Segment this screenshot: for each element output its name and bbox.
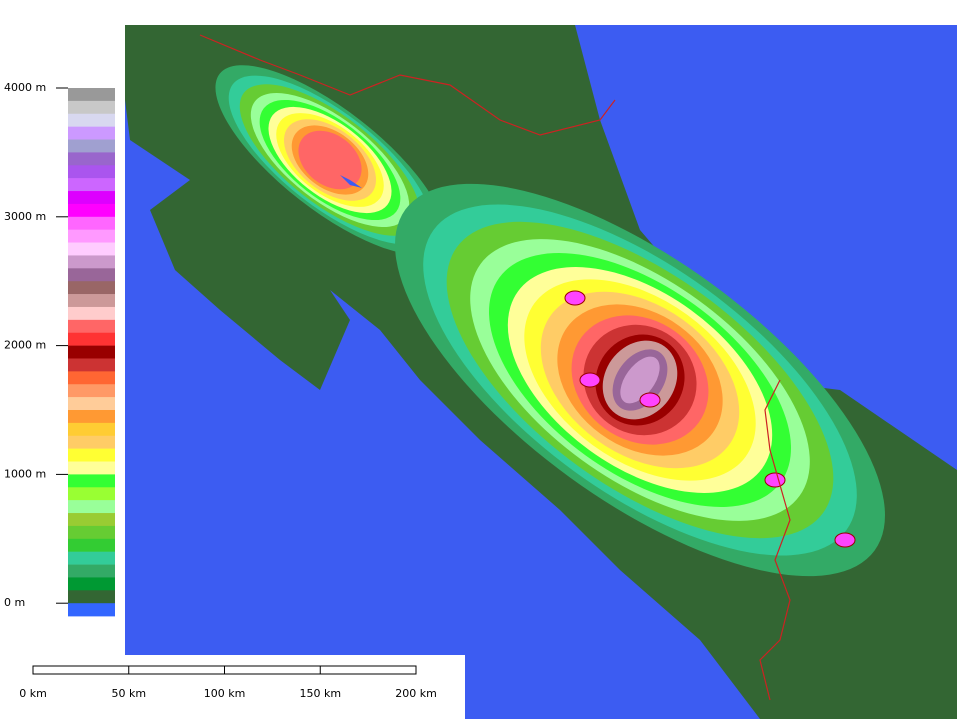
legend-swatch [68,397,115,411]
legend-swatch [68,332,115,346]
scale-label: 150 km [299,687,341,700]
scale-bar: 0 km 50 km 100 km 150 km 200 km [19,665,437,700]
legend-swatch [68,100,115,115]
peak [564,290,586,306]
legend-swatch [68,306,115,321]
lake [340,175,362,188]
border-north [199,34,616,136]
legend-label: 0 m [4,596,25,609]
legend-swatch [68,410,115,424]
legend-label: 1000 m [4,467,46,480]
map [125,25,968,719]
legend-swatch [68,139,115,153]
legend-swatch [68,603,115,617]
peak [764,472,786,488]
legend-swatch [68,165,115,179]
elevation-bands [215,65,885,577]
elevation-band [620,356,660,404]
scale-label: 50 km [111,687,146,700]
legend-swatch [68,191,115,205]
legend-swatch [68,538,115,552]
legend-swatch [68,474,115,488]
legend-swatch [68,461,115,475]
legend-swatch [68,126,115,140]
legend-swatch [68,435,115,449]
legend-swatch [68,216,115,230]
legend-swatch [68,113,115,127]
legend-swatch [68,358,115,372]
legend-swatch [68,564,115,578]
peak [834,532,856,548]
legend: 4000 m 3000 m 2000 m 1000 m 0 m [4,81,115,617]
scale-label: 200 km [395,687,437,700]
legend-swatch [68,551,115,565]
peak [639,392,661,408]
border-south [759,379,791,701]
legend-swatch [68,229,115,243]
legend-swatch [68,88,115,102]
legend-swatch [68,268,115,282]
scale-label: 100 km [204,687,246,700]
legend-swatch [68,178,115,192]
legend-swatch [68,371,115,385]
legend-label: 2000 m [4,339,46,352]
legend-swatch [68,319,115,334]
legend-label: 3000 m [4,210,46,223]
legend-swatch [68,448,115,462]
legend-swatch [68,422,115,437]
peak [579,372,601,388]
margin-right [957,25,968,719]
legend-swatch [68,294,115,308]
legend-swatch [68,345,115,359]
elevation-band [298,130,362,190]
legend-swatch [68,487,115,501]
legend-label: 4000 m [4,81,46,94]
scale-label: 0 km [19,687,47,700]
legend-swatch [68,384,115,398]
legend-swatch [68,577,115,591]
legend-swatch [68,525,115,540]
legend-swatch [68,590,115,604]
legend-swatch [68,281,115,295]
legend-swatch [68,242,115,256]
legend-swatch [68,203,115,218]
legend-swatch [68,255,115,269]
legend-swatch [68,513,115,527]
legend-swatch [68,152,115,166]
legend-swatch [68,500,115,514]
